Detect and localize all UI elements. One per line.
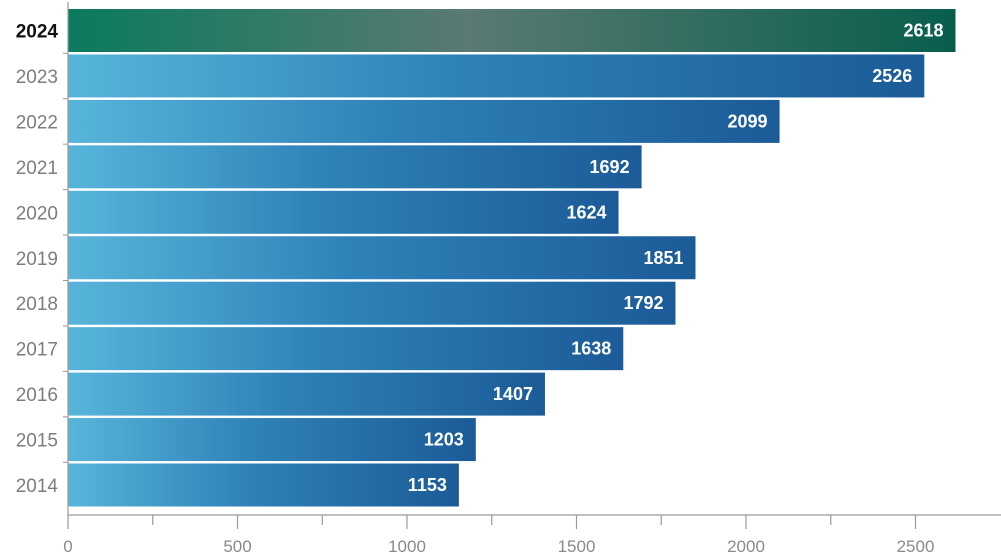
category-label-2015: 2015 <box>16 431 58 452</box>
value-label-2019: 1851 <box>643 248 683 268</box>
value-label-2014: 1153 <box>408 475 447 495</box>
x-tick-label: 1500 <box>558 537 596 555</box>
x-tick-label: 500 <box>223 537 251 555</box>
value-label-2016: 1407 <box>493 384 533 404</box>
bar-2014 <box>68 463 459 507</box>
bar-2016 <box>68 372 545 416</box>
category-label-2017: 2017 <box>16 340 58 361</box>
value-label-2021: 1692 <box>590 157 630 177</box>
category-label-2021: 2021 <box>16 158 58 179</box>
category-label-2020: 2020 <box>16 203 58 224</box>
value-label-2017: 1638 <box>571 339 611 359</box>
bar-2022 <box>68 99 780 143</box>
category-labels: 2024 2023 2022 2021 2020 2019 2018 2017 2016 2015… <box>16 22 59 498</box>
value-label-2022: 2099 <box>728 111 768 131</box>
category-label-2018: 2018 <box>16 294 58 315</box>
category-label-2014: 2014 <box>16 476 59 497</box>
x-tick-label: 2500 <box>897 537 935 555</box>
bar-2021 <box>68 145 642 189</box>
bar-2024 <box>68 9 956 52</box>
x-tick-label: 0 <box>63 537 72 555</box>
bars-layer: 2618 2526 2099 1692 1624 1851 1792 1638 1407 1203… <box>68 9 956 507</box>
value-label-2015: 1203 <box>424 430 464 450</box>
category-label-2022: 2022 <box>16 112 58 133</box>
x-tick-label: 1000 <box>388 537 426 555</box>
bar-2018 <box>68 281 676 325</box>
x-tick-label: 2000 <box>727 537 765 555</box>
bar-2023 <box>68 54 925 98</box>
category-label-2023: 2023 <box>16 67 58 88</box>
bar-2019 <box>68 236 696 280</box>
bar-2017 <box>68 327 624 371</box>
bar-2020 <box>68 190 619 234</box>
value-label-2020: 1624 <box>566 202 606 222</box>
value-label-2024: 2618 <box>903 21 943 41</box>
value-label-2023: 2526 <box>872 66 912 86</box>
category-label-2019: 2019 <box>16 249 58 270</box>
value-label-2018: 1792 <box>623 293 663 313</box>
category-label-2024: 2024 <box>16 22 59 43</box>
category-label-2016: 2016 <box>16 385 58 406</box>
x-axis: 0 500 1000 1500 2000 2500 <box>63 2 1001 555</box>
bar-2015 <box>68 418 476 462</box>
